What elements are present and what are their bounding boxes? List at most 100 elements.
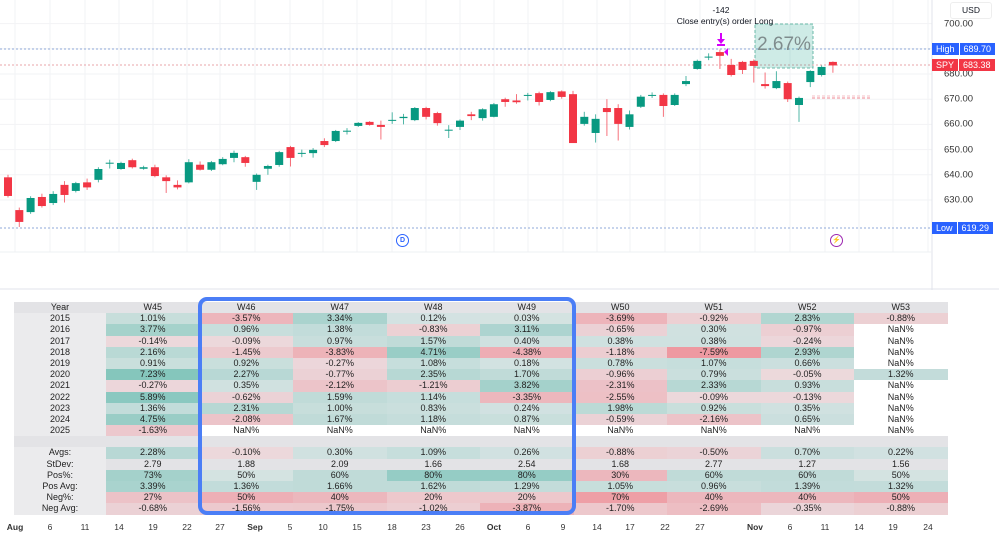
candle [354, 122, 363, 127]
candle-body [727, 64, 736, 76]
candle [727, 58, 736, 77]
candle-body [761, 84, 770, 87]
candle [806, 70, 815, 88]
candle [817, 65, 826, 77]
candle [749, 59, 758, 83]
table-header-row: Year W45 W46 W47 W48 W49 W50 W51 W52 W53 [14, 302, 948, 314]
table-cell: 1.57% [386, 335, 480, 347]
table-cell: 3.34% [293, 313, 387, 325]
date-label: 22 [660, 522, 670, 532]
candle [478, 108, 487, 121]
candle-body [783, 83, 792, 100]
table-cell [106, 436, 200, 448]
table-cell: 0.83% [386, 402, 480, 414]
table-cell: 40% [667, 492, 761, 504]
table-cell: -2.08% [199, 413, 293, 426]
price-axis-label: 660.00 [944, 118, 974, 130]
candle-body [4, 177, 12, 196]
candle-body [670, 94, 679, 105]
candle-body [636, 96, 645, 107]
table-cell: 0.38% [573, 335, 667, 347]
candle-body [139, 167, 148, 169]
row-label: 2024 [49, 413, 71, 424]
candle-body [230, 152, 238, 158]
highlight-rectangle[interactable] [198, 297, 576, 515]
candle-body [467, 114, 476, 117]
table-cell [480, 436, 574, 448]
table-cell: 0.78% [573, 357, 667, 370]
high-tag-label: High [932, 43, 959, 55]
table-cell: 1.59% [293, 391, 387, 403]
candle-body [162, 177, 171, 182]
table-cell: -0.09% [199, 335, 293, 347]
trade-qty-label: -142 [712, 5, 730, 15]
candle-body [557, 91, 566, 97]
candle-body [569, 94, 577, 144]
table-cell: 1.56 [854, 458, 948, 470]
column-header: Year [50, 302, 70, 312]
candle [230, 150, 238, 163]
table-cell: 1.39% [760, 481, 854, 493]
table-cell [854, 436, 948, 448]
table-cell: 0.26% [480, 447, 574, 459]
date-label: 10 [318, 522, 328, 532]
candle-body [399, 116, 408, 119]
table-cell: 3.77% [106, 324, 200, 336]
table-cell: -0.83% [386, 324, 480, 336]
table-cell: -3.87% [480, 503, 574, 515]
date-label: Sep [247, 522, 263, 532]
date-label: 19 [888, 522, 898, 532]
candle [444, 125, 453, 139]
table-cell: 1.05% [573, 481, 667, 493]
table-cell: -0.88% [854, 503, 948, 515]
candle [150, 164, 159, 178]
price-chart[interactable] [0, 0, 999, 290]
candle [738, 60, 747, 74]
table-row [14, 436, 948, 448]
range-measure-box[interactable] [754, 23, 814, 69]
date-label: 14 [854, 522, 864, 532]
row-label [14, 436, 106, 447]
table-cell: 2.77 [667, 458, 761, 470]
candle [795, 96, 803, 122]
candle [636, 94, 645, 109]
date-label: 27 [215, 522, 225, 532]
dividend-icon[interactable]: D [396, 234, 409, 247]
candle [286, 145, 295, 167]
candle-body [817, 66, 826, 76]
table-row: Neg Avg: -0.68% -1.56% -1.75% -1.02% -3.87% -1… [14, 503, 948, 515]
candle [523, 92, 532, 101]
table-cell: 80% [386, 469, 480, 481]
table-cell: 0.22% [854, 447, 948, 459]
table-cell: -7.59% [667, 346, 761, 358]
candle-body [37, 196, 46, 207]
table-row: 2018 2.16% -1.45% -3.83% 4.71% -4.38% -1.18% -7… [14, 346, 948, 358]
date-label: 11 [80, 522, 90, 532]
table-row: 2025 -1.63% NaN% NaN% NaN% NaN% NaN% NaN% NaN% Na… [14, 425, 948, 437]
lightning-icon[interactable]: ⚡ [830, 234, 843, 247]
table-cell: 0.70% [760, 447, 854, 459]
candle-body [738, 61, 747, 70]
price-axis-label: 640.00 [944, 169, 974, 181]
table-cell: 1.07% [667, 357, 761, 370]
table-cell: -0.77% [293, 369, 387, 381]
candle [343, 128, 351, 135]
table-cell: -0.27% [106, 380, 200, 392]
candle [569, 90, 577, 144]
candle [297, 149, 306, 158]
candle [489, 102, 498, 118]
table-cell: 50% [854, 492, 948, 504]
candle-body [501, 99, 510, 102]
currency-label[interactable]: USD [950, 2, 992, 19]
table-cell: 2.93% [760, 346, 854, 358]
table-cell: 1.36% [106, 402, 200, 414]
table-cell: 2.83% [760, 313, 854, 325]
table-cell: 50% [199, 492, 293, 504]
candle-body [218, 158, 227, 165]
column-header: W48 [423, 302, 443, 312]
table-cell: NaN% [854, 324, 948, 336]
candle [422, 106, 431, 120]
table-row: Neg%: 27% 50% 40% 20% 20% 70% 40% 40% 50% [14, 492, 948, 504]
candle [196, 161, 205, 171]
column-header: W49 [517, 302, 536, 312]
